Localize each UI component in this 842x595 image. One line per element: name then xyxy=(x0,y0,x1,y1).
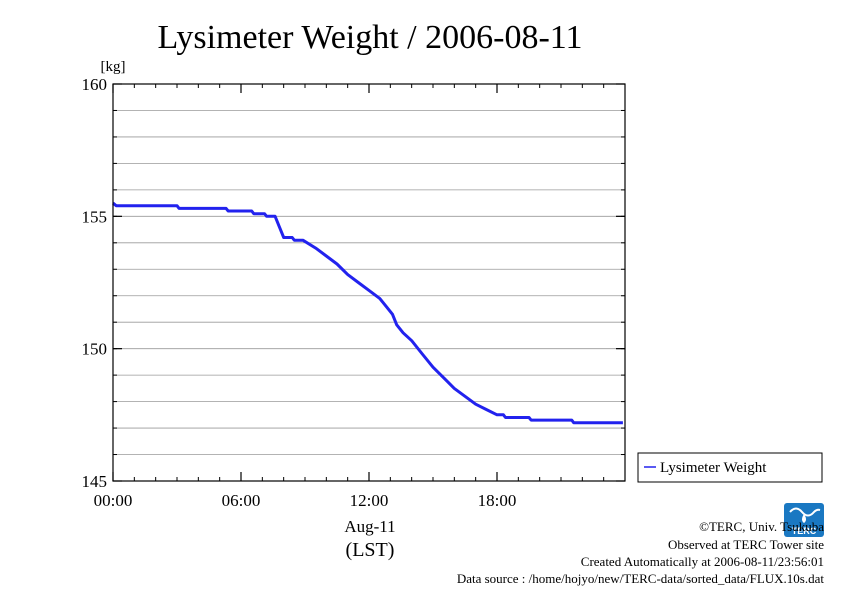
created-text: Created Automatically at 2006-08-11/23:5… xyxy=(581,554,824,569)
x-tick-label: 00:00 xyxy=(94,491,133,510)
legend: Lysimeter Weight xyxy=(637,452,823,483)
copyright-text: ©TERC, Univ. Tsukuba xyxy=(699,519,824,534)
x-tick-label: 06:00 xyxy=(222,491,261,510)
wave-icon xyxy=(789,507,821,517)
y-tick-label: 150 xyxy=(82,340,108,359)
legend-box xyxy=(637,452,823,483)
gridlines xyxy=(113,110,625,455)
terc-logo: TERC xyxy=(784,503,824,537)
terc-logo-text: TERC xyxy=(792,526,817,536)
series-layer xyxy=(112,201,623,425)
droplet-icon xyxy=(802,514,806,523)
x-tick-label: 18:00 xyxy=(478,491,517,510)
observed-text: Observed at TERC Tower site xyxy=(668,537,824,552)
x-tick-label: 12:00 xyxy=(350,491,389,510)
series-line-lysimeter-weight xyxy=(112,201,623,425)
data-source-text: Data source : /home/hojyo/new/TERC-data/… xyxy=(457,571,825,586)
x-axis-date-label: Aug-11 xyxy=(344,517,395,536)
chart-title: Lysimeter Weight / 2006-08-11 xyxy=(157,19,582,56)
y-axis-unit-label: [kg] xyxy=(101,59,126,75)
plot-frame xyxy=(112,83,626,482)
y-tick-label: 160 xyxy=(82,75,108,94)
legend-label: Lysimeter Weight xyxy=(660,460,767,476)
x-axis-timezone-label: (LST) xyxy=(346,539,395,561)
y-tick-label: 145 xyxy=(82,472,108,491)
y-tick-label: 155 xyxy=(82,207,108,226)
axis-ticks: 145 150 155 160 00:00 06:00 12:00 18:00 xyxy=(82,75,626,510)
